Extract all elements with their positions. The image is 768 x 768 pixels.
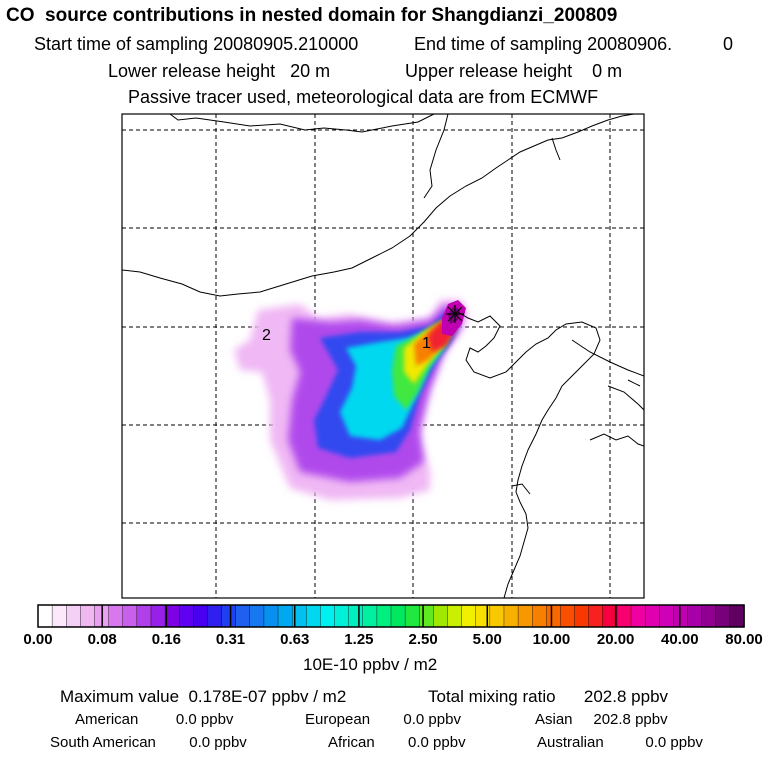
- colorbar-cells: [37, 604, 745, 628]
- colorbar-cell: [546, 604, 562, 628]
- colorbar-tick-label: 0.16: [151, 631, 181, 648]
- colorbar-cell: [489, 604, 505, 628]
- colorbar-tick-label: 0.63: [280, 631, 310, 648]
- colorbar-cell: [207, 604, 223, 628]
- colorbar-tick-label: 1.25: [344, 631, 374, 648]
- colorbar-cell: [687, 604, 703, 628]
- colorbar-cell: [334, 604, 350, 628]
- colorbar-cell: [221, 604, 237, 628]
- coastlines: [122, 114, 644, 598]
- colorbar-cell: [164, 604, 180, 628]
- colorbar-cell: [235, 604, 251, 628]
- plot-title: CO source contributions in nested domain…: [6, 5, 618, 26]
- colorbar-cell: [51, 604, 67, 628]
- colorbar-unit: 10E-10 ppbv / m2: [303, 655, 438, 674]
- european-contribution: European 0.0 ppbv: [305, 711, 461, 728]
- colorbar-cell: [574, 604, 590, 628]
- colorbar-tick-label: 5.00: [472, 631, 502, 648]
- colorbar-cell: [80, 604, 96, 628]
- colorbar-cell: [404, 604, 420, 628]
- colorbar-cell: [263, 604, 279, 628]
- colorbar-tick-label: 0.08: [87, 631, 117, 648]
- colorbar-cell: [150, 604, 166, 628]
- colorbar-cell: [701, 604, 717, 628]
- receptor-asterisk-icon: [446, 305, 464, 323]
- colorbar-tick-label: 20.00: [596, 631, 635, 648]
- colorbar-cell: [362, 604, 378, 628]
- colorbar-cell: [517, 604, 533, 628]
- colorbar-cell: [532, 604, 548, 628]
- colorbar-cell: [630, 604, 646, 628]
- colorbar-cell: [320, 604, 336, 628]
- lower-release-height: Lower release height 20 m: [108, 61, 331, 81]
- colorbar-cell: [673, 604, 689, 628]
- end-time-value: 0: [723, 34, 734, 54]
- colorbar-cell: [419, 604, 435, 628]
- total-mixing-ratio: Total mixing ratio 202.8 ppbv: [428, 687, 669, 706]
- max-value: Maximum value 0.178E-07 ppbv / m2: [60, 687, 347, 706]
- colorbar-tick-label: 2.50: [408, 631, 438, 648]
- tracer-note: Passive tracer used, meteorological data…: [128, 87, 599, 107]
- colorbar-cell: [433, 604, 449, 628]
- colorbar-cell: [249, 604, 265, 628]
- colorbar-cell: [193, 604, 209, 628]
- colorbar-cell: [348, 604, 364, 628]
- colorbar-cell: [277, 604, 293, 628]
- colorbar-border: [37, 604, 745, 628]
- colorbar-cell: [390, 604, 406, 628]
- colorbar-tick-label: 40.00: [661, 631, 699, 648]
- asian-contribution: Asian 202.8 ppbv: [535, 711, 668, 728]
- colorbar-cell: [475, 604, 491, 628]
- colorbar-cell: [66, 604, 82, 628]
- colorbar-tick-label: 0.31: [215, 631, 246, 648]
- american-contribution: American 0.0 ppbv: [75, 711, 234, 728]
- colorbar-cell: [136, 604, 152, 628]
- colorbar-cell: [306, 604, 322, 628]
- colorbar-cell: [122, 604, 138, 628]
- colorbar-cell: [376, 604, 392, 628]
- colorbar-cell: [588, 604, 604, 628]
- map-border: [121, 113, 645, 599]
- colorbar-cell: [447, 604, 463, 628]
- colorbar-cell: [616, 604, 632, 628]
- colorbar-cell: [729, 604, 745, 628]
- colorbar-cell: [503, 604, 519, 628]
- colorbar-tick-label: 0.00: [23, 631, 53, 648]
- start-time-label: Start time of sampling 20080905.210000: [34, 34, 359, 54]
- colorbar-cell: [461, 604, 477, 628]
- colorbar-cell: [108, 604, 124, 628]
- colorbar-cell: [659, 604, 675, 628]
- australian-contribution: Australian 0.0 ppbv: [537, 734, 703, 751]
- region-label-1: 1: [422, 335, 431, 352]
- south-american-contribution: South American 0.0 ppbv: [50, 734, 247, 751]
- region-label-2: 2: [262, 327, 271, 344]
- colorbar-tick-label: 10.00: [532, 631, 571, 648]
- colorbar-cell: [644, 604, 660, 628]
- colorbar-cell: [178, 604, 195, 628]
- colorbar-cell: [37, 604, 53, 628]
- colorbar-cell: [560, 604, 576, 628]
- upper-release-height: Upper release height 0 m: [405, 61, 623, 81]
- colorbar-major-dividers: [101, 605, 681, 627]
- end-time-label: End time of sampling 20080906.: [414, 34, 673, 54]
- map-gridlines: [122, 114, 644, 598]
- african-contribution: African 0.0 ppbv: [328, 734, 466, 751]
- colorbar-tick-label: 80.00: [725, 631, 763, 648]
- colorbar-cell: [715, 604, 731, 628]
